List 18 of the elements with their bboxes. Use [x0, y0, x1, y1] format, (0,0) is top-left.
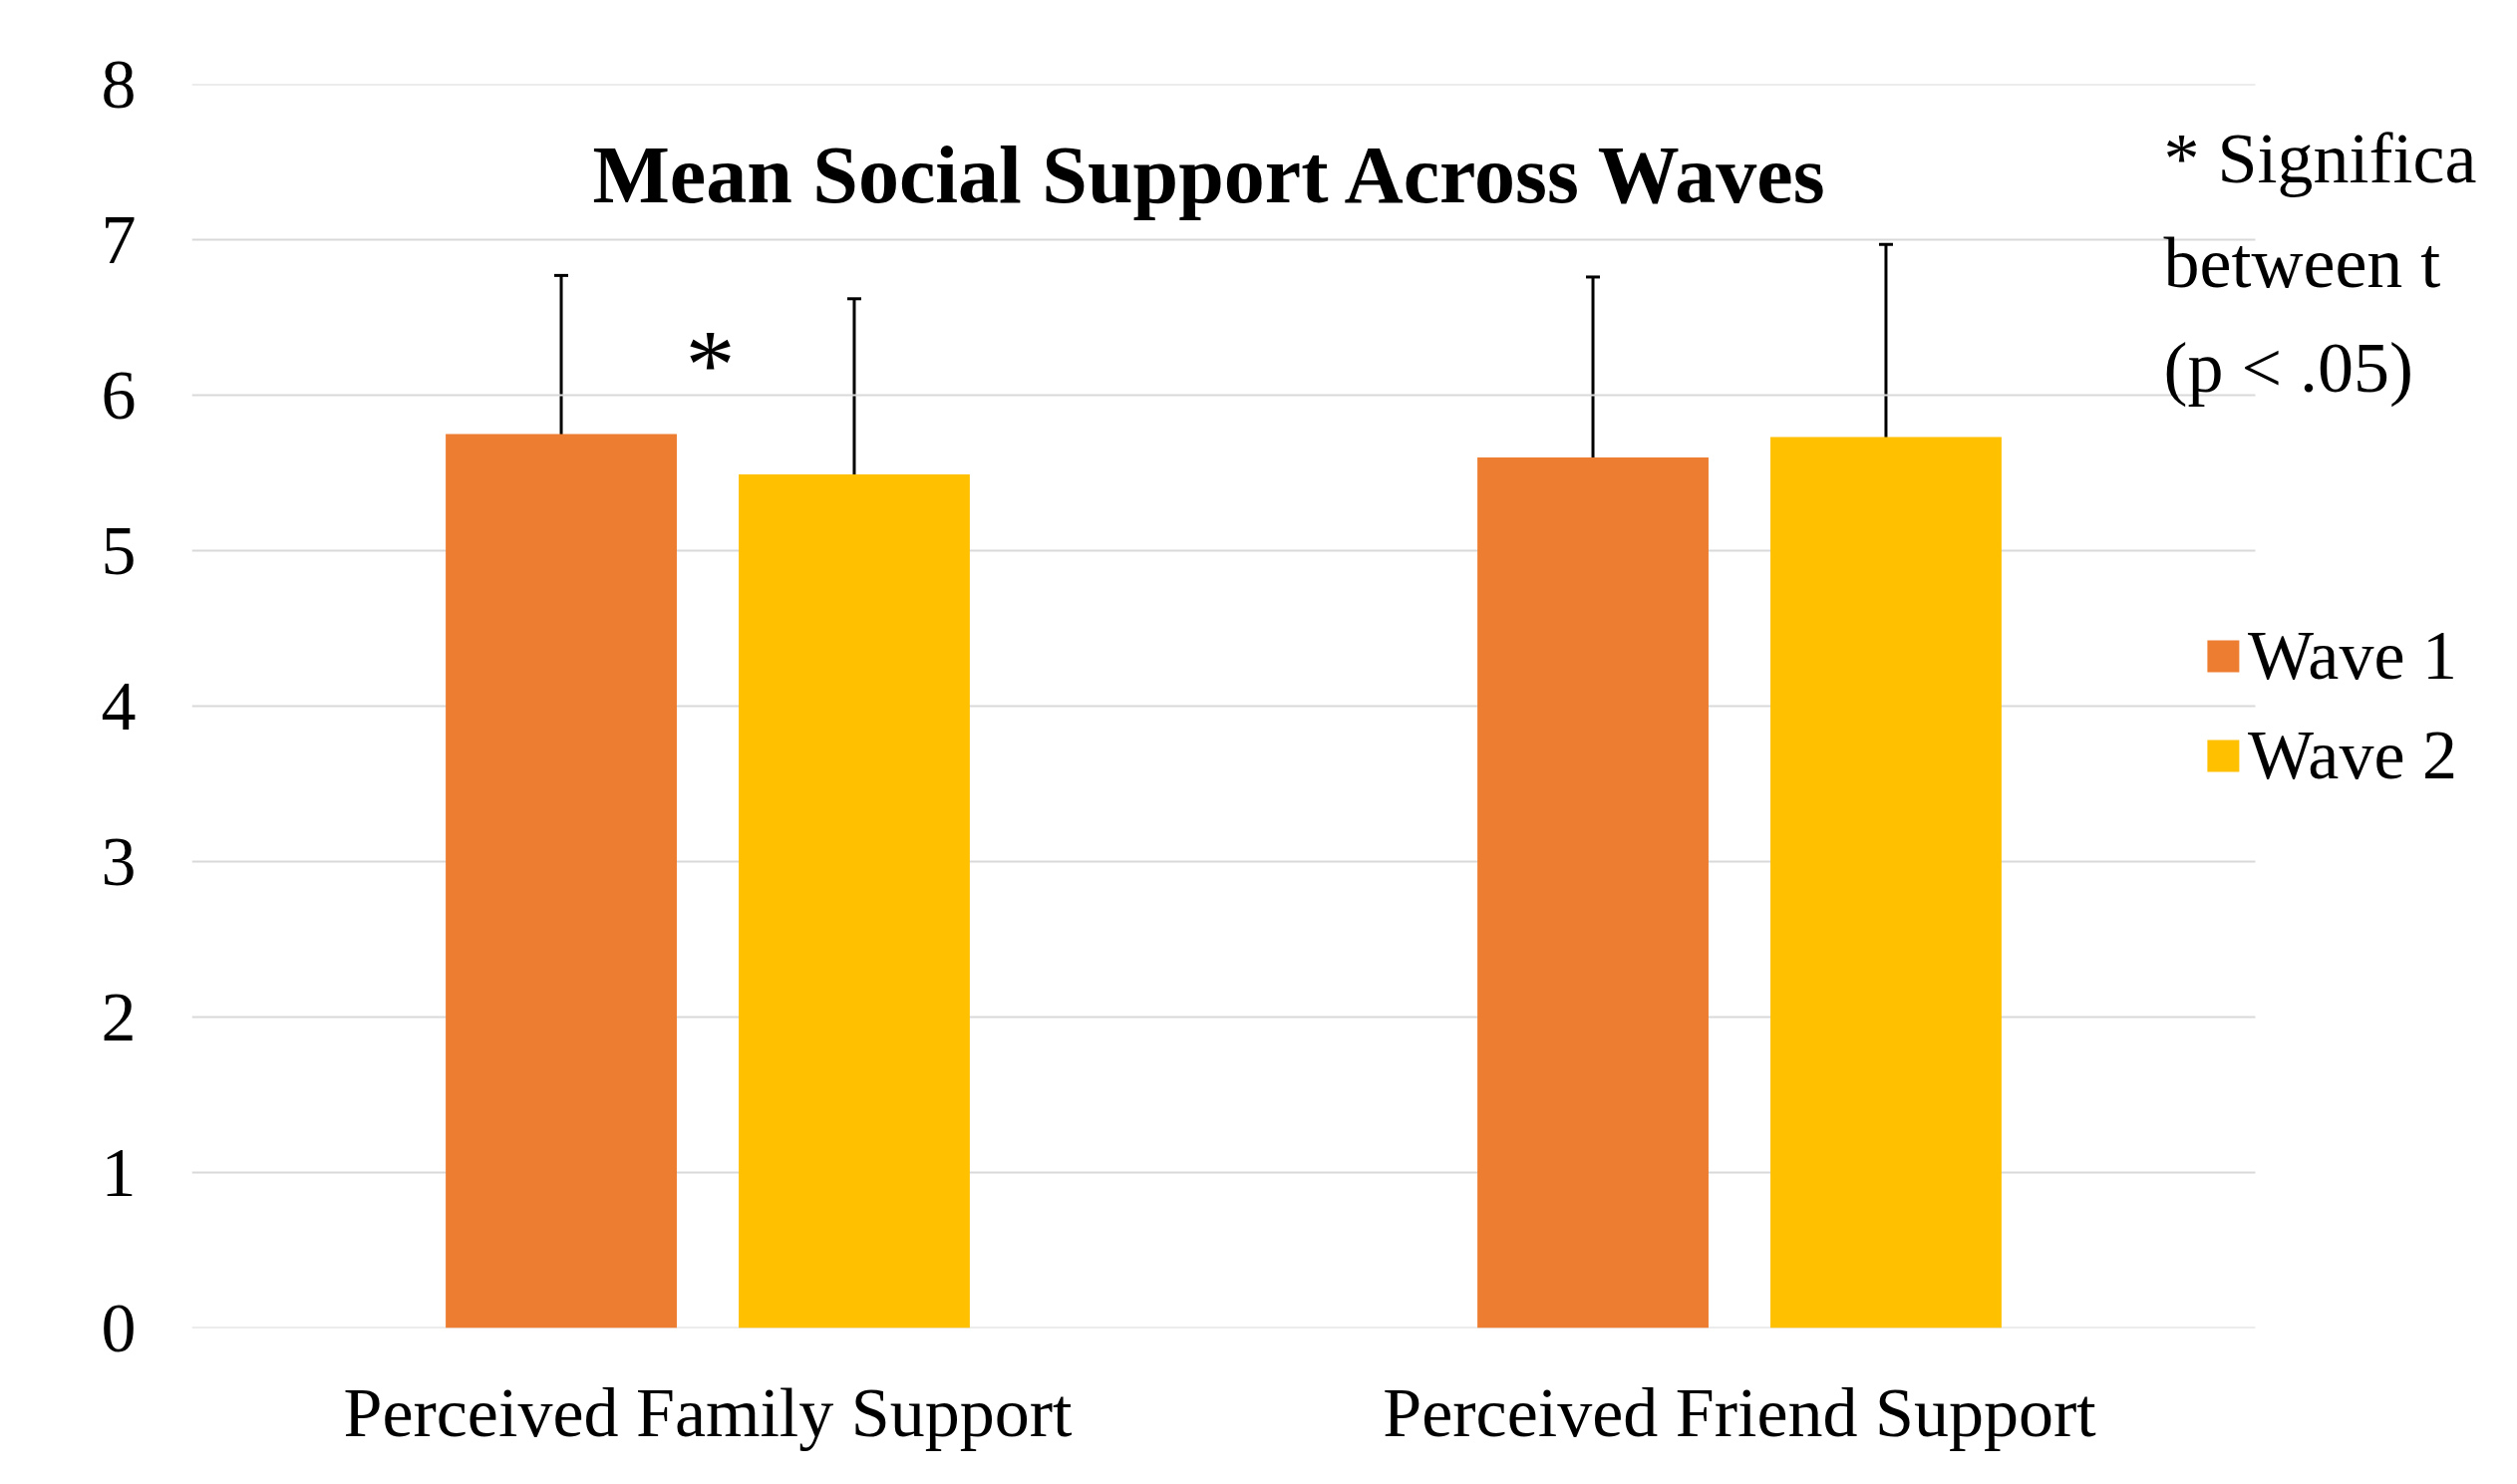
legend-label: Wave 2	[2247, 716, 2457, 795]
text: Mean Social Support Across Waves	[592, 130, 1825, 220]
y-tick-label: 4	[101, 667, 137, 744]
y-tick-label: 8	[101, 45, 137, 123]
y-tick-label: 5	[101, 511, 137, 589]
annotation: (p < .05)	[2163, 327, 2414, 408]
legend-label: Wave 1	[2247, 616, 2457, 696]
annotation: * Significa	[2163, 118, 2477, 198]
x-tick-label: Perceived Friend Support	[1383, 1373, 2097, 1451]
annotation: *	[685, 308, 736, 420]
y-tick-label: 3	[101, 822, 137, 900]
y-tick-label: 7	[101, 200, 137, 278]
y-tick-label: 0	[101, 1289, 137, 1366]
annotation: between t	[2163, 222, 2441, 303]
y-tick-label: 2	[101, 978, 137, 1055]
x-tick-label: Perceived Family Support	[343, 1373, 1074, 1451]
y-tick-label: 6	[101, 356, 137, 434]
y-tick-label: 1	[101, 1133, 137, 1211]
